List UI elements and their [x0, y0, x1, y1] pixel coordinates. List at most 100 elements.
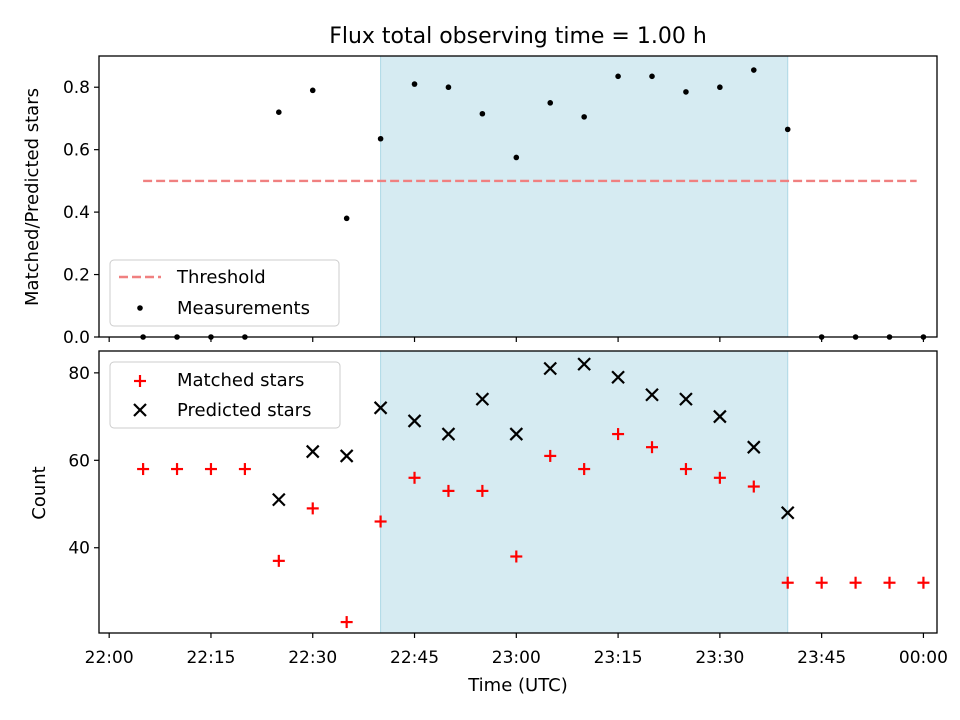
matched-star-point	[272, 554, 285, 567]
predicted-star-point-stroke-b	[475, 392, 490, 406]
predicted-star-point	[305, 444, 320, 459]
count-x-tick-label: 23:15	[594, 648, 643, 668]
matched-star-point	[747, 480, 760, 493]
count-x-tick-label: 22:45	[390, 648, 439, 668]
predicted-star-point	[679, 392, 693, 406]
matched-star-point	[340, 616, 353, 629]
count-x-tick-label: 22:15	[186, 648, 235, 668]
matched-star-point	[544, 449, 557, 462]
ratio-y-axis-label: Matched/Predicted stars	[22, 88, 43, 306]
measurement-point	[445, 84, 452, 91]
predicted-star-point	[407, 414, 422, 428]
ratio-y-tick-label: 0.4	[63, 203, 90, 223]
measurement-point	[649, 73, 655, 80]
measurement-point	[581, 114, 587, 120]
predicted-star-point-stroke-b	[373, 401, 388, 415]
matched-legend-label: Matched stars	[177, 370, 304, 391]
predicted-star-point	[373, 401, 388, 415]
predicted-star-point-stroke-b	[272, 492, 286, 507]
matched-star-point	[204, 463, 217, 476]
count-plot-frame	[98, 350, 938, 634]
predicted-star-point-stroke-b	[611, 370, 625, 385]
matched-legend-swatch	[134, 375, 146, 387]
chart-title: Flux total observing time = 1.00 h	[329, 24, 707, 49]
matched-star-point	[883, 576, 896, 589]
measurement-point	[343, 215, 350, 222]
measurement-point	[547, 100, 554, 106]
ratio-y-tick-label: 0.0	[63, 328, 90, 348]
matched-star-point	[781, 576, 794, 589]
matched-star-point	[306, 502, 319, 515]
count-x-tick-label: 00:00	[899, 648, 948, 668]
predicted-star-point	[509, 427, 524, 441]
ratio-legend-box	[109, 259, 340, 327]
count-marks	[137, 357, 930, 629]
predicted-star-point	[780, 505, 795, 520]
ratio-plot-frame	[98, 55, 938, 338]
ratio-y-tick-label: 0.6	[63, 141, 90, 161]
matched-star-point	[171, 463, 184, 476]
count-legend: Matched stars Predicted stars	[109, 361, 341, 429]
count-x-tick-label: 23:00	[492, 648, 541, 668]
count-panel: 40 60 80 22:00 22:15 22:30 22:45 23:00 23:15 23:…	[29, 350, 948, 696]
predicted-star-point-stroke-b	[577, 357, 591, 371]
measurement-point	[309, 87, 316, 94]
measurement-point	[513, 154, 520, 161]
count-x-tick-label: 22:00	[85, 648, 134, 668]
matched-star-point	[442, 484, 455, 497]
matched-star-point	[849, 576, 862, 589]
ratio-y-tick-label: 0.2	[63, 266, 90, 286]
count-y-axis-label: Count	[29, 466, 50, 519]
ratio-y-tick-label: 0.8	[63, 78, 90, 98]
count-y-tick-label: 40	[68, 539, 90, 559]
measurements-legend-label: Measurements	[177, 298, 310, 319]
observing-window-span	[380, 55, 789, 338]
matched-star-point	[238, 463, 251, 476]
threshold-legend-label: Threshold	[176, 267, 266, 288]
measurement-point	[276, 109, 282, 115]
matched-star-point	[137, 463, 150, 476]
matched-star-point	[374, 515, 387, 528]
measurement-point	[479, 110, 486, 117]
matched-star-point	[646, 441, 659, 454]
predicted-star-point-stroke-b	[441, 427, 456, 441]
predicted-star-point	[441, 427, 456, 441]
ratio-y-ticks: 0.0 0.2 0.4 0.6 0.8	[63, 78, 99, 348]
count-legend-box	[109, 361, 341, 429]
ratio-legend: Threshold Measurements	[109, 259, 340, 327]
predicted-star-point	[339, 449, 354, 463]
predicted-legend-label: Predicted stars	[177, 400, 311, 421]
x-axis-label: Time (UTC)	[467, 675, 568, 696]
predicted-star-point	[475, 392, 490, 406]
predicted-legend-swatch	[133, 403, 147, 417]
predicted-star-point-stroke-b	[407, 414, 422, 428]
matched-star-point	[917, 576, 930, 589]
predicted-star-point	[272, 492, 286, 507]
measurement-point	[784, 126, 791, 133]
predicted-star-point	[645, 387, 659, 402]
matched-star-point	[713, 471, 726, 484]
observing-window-span	[380, 350, 789, 634]
count-x-ticks: 22:00 22:15 22:30 22:45 23:00 23:15 23:30 23:45…	[85, 633, 948, 668]
measurements-legend-swatch	[137, 305, 143, 311]
measurement-point	[411, 81, 418, 87]
count-x-tick-label: 23:30	[695, 648, 744, 668]
measurement-point	[750, 67, 757, 73]
predicted-star-point	[543, 361, 558, 376]
measurement-point	[377, 135, 384, 142]
matched-star-point	[679, 463, 692, 476]
predicted-star-point	[577, 357, 591, 371]
predicted-star-point-stroke-b	[679, 392, 693, 406]
predicted-star-point	[611, 370, 625, 385]
ratio-x-ticks	[108, 337, 925, 342]
predicted-star-point-stroke-b	[645, 387, 659, 402]
matched-star-point	[815, 576, 828, 589]
count-x-tick-label: 23:45	[797, 648, 846, 668]
predicted-star-point-stroke-b	[509, 427, 524, 441]
measurement-point	[615, 73, 621, 80]
predicted-star-point-stroke-b	[543, 361, 558, 376]
measurement-point	[683, 89, 689, 95]
matched-star-point	[612, 428, 625, 441]
count-x-tick-label: 22:30	[288, 648, 337, 668]
